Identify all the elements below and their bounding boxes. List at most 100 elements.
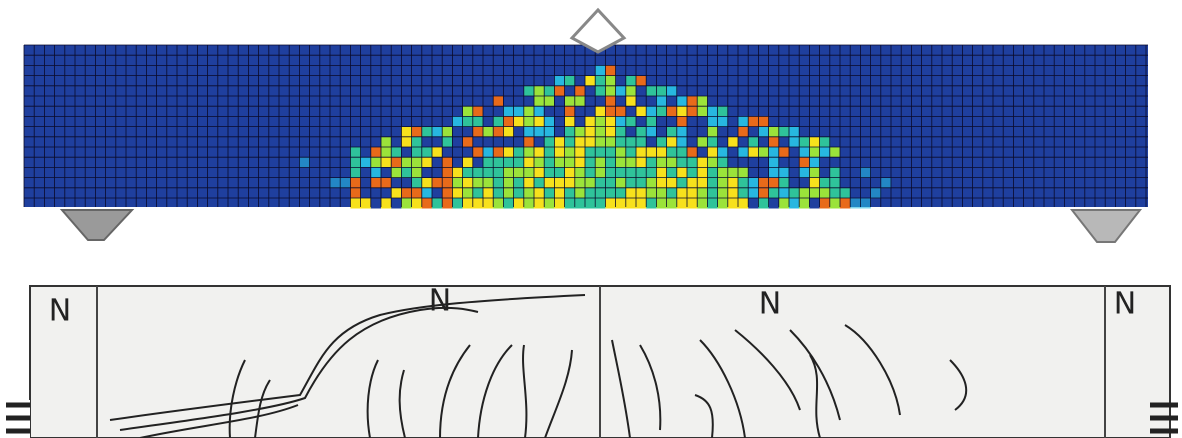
cell [799,147,810,158]
cell [809,198,820,209]
cell [789,147,800,158]
label: N [1114,287,1136,322]
cell [728,188,739,199]
cell [697,106,708,117]
cell [758,116,769,127]
cell [565,127,576,138]
cell [728,127,739,138]
cell [422,178,433,189]
cell [687,96,698,107]
cell [595,167,606,178]
cell [738,198,749,209]
crack-photo: N N N N [0,284,1178,438]
cell [830,147,841,158]
cell [738,116,749,127]
cell [514,198,525,209]
cell [524,167,535,178]
cell [830,178,841,189]
cell [626,147,637,158]
cell [718,157,729,168]
cell [840,188,851,199]
cell [616,188,627,199]
cell [656,116,667,127]
cell [585,147,596,158]
cell [585,178,596,189]
cell [728,157,739,168]
cell [585,96,596,107]
cell [687,137,698,148]
cell [350,188,361,199]
cell [605,178,616,189]
cell [432,198,443,209]
cell [595,86,606,97]
cell [493,127,504,138]
cell [371,198,382,209]
cell [361,147,372,158]
cell [748,178,759,189]
cell [809,188,820,199]
cell [748,198,759,209]
cell [626,178,637,189]
cell [595,96,606,107]
cell [748,116,759,127]
cell [830,198,841,209]
cell [728,147,739,158]
cell [881,178,892,189]
cell [432,116,443,127]
cell [677,116,688,127]
cell [656,137,667,148]
cell [534,188,545,199]
cell [585,188,596,199]
cell [391,137,402,148]
cell [463,106,474,117]
cell [789,137,800,148]
cell [820,147,831,158]
cell [789,188,800,199]
cell [840,178,851,189]
cell [718,198,729,209]
cell [605,65,616,76]
cell [565,188,576,199]
cell [728,198,739,209]
cell [463,198,474,209]
cell [371,147,382,158]
cell [595,106,606,117]
cell [626,157,637,168]
cell [544,178,555,189]
cell [554,167,565,178]
cell [616,106,627,117]
cell [656,147,667,158]
cell [503,137,514,148]
cell [442,178,453,189]
cell [514,137,525,148]
cell [442,167,453,178]
cell [840,198,851,209]
cell [605,106,616,117]
cell [381,167,392,178]
cell [830,157,841,168]
cell [616,157,627,168]
cell [656,106,667,117]
cell [871,188,882,199]
cell [432,178,443,189]
cell [636,86,647,97]
cell [514,147,525,158]
cell [585,157,596,168]
cell [473,106,484,117]
cell [809,157,820,168]
cell [381,137,392,148]
cell [626,116,637,127]
cell [524,106,535,117]
cell [697,157,708,168]
cell [667,188,678,199]
cell [728,167,739,178]
cell [728,116,739,127]
cell [646,106,657,117]
cell [656,86,667,97]
cell [718,137,729,148]
cell [718,188,729,199]
cell [830,167,841,178]
cell [483,147,494,158]
cell [779,157,790,168]
cell [401,178,412,189]
